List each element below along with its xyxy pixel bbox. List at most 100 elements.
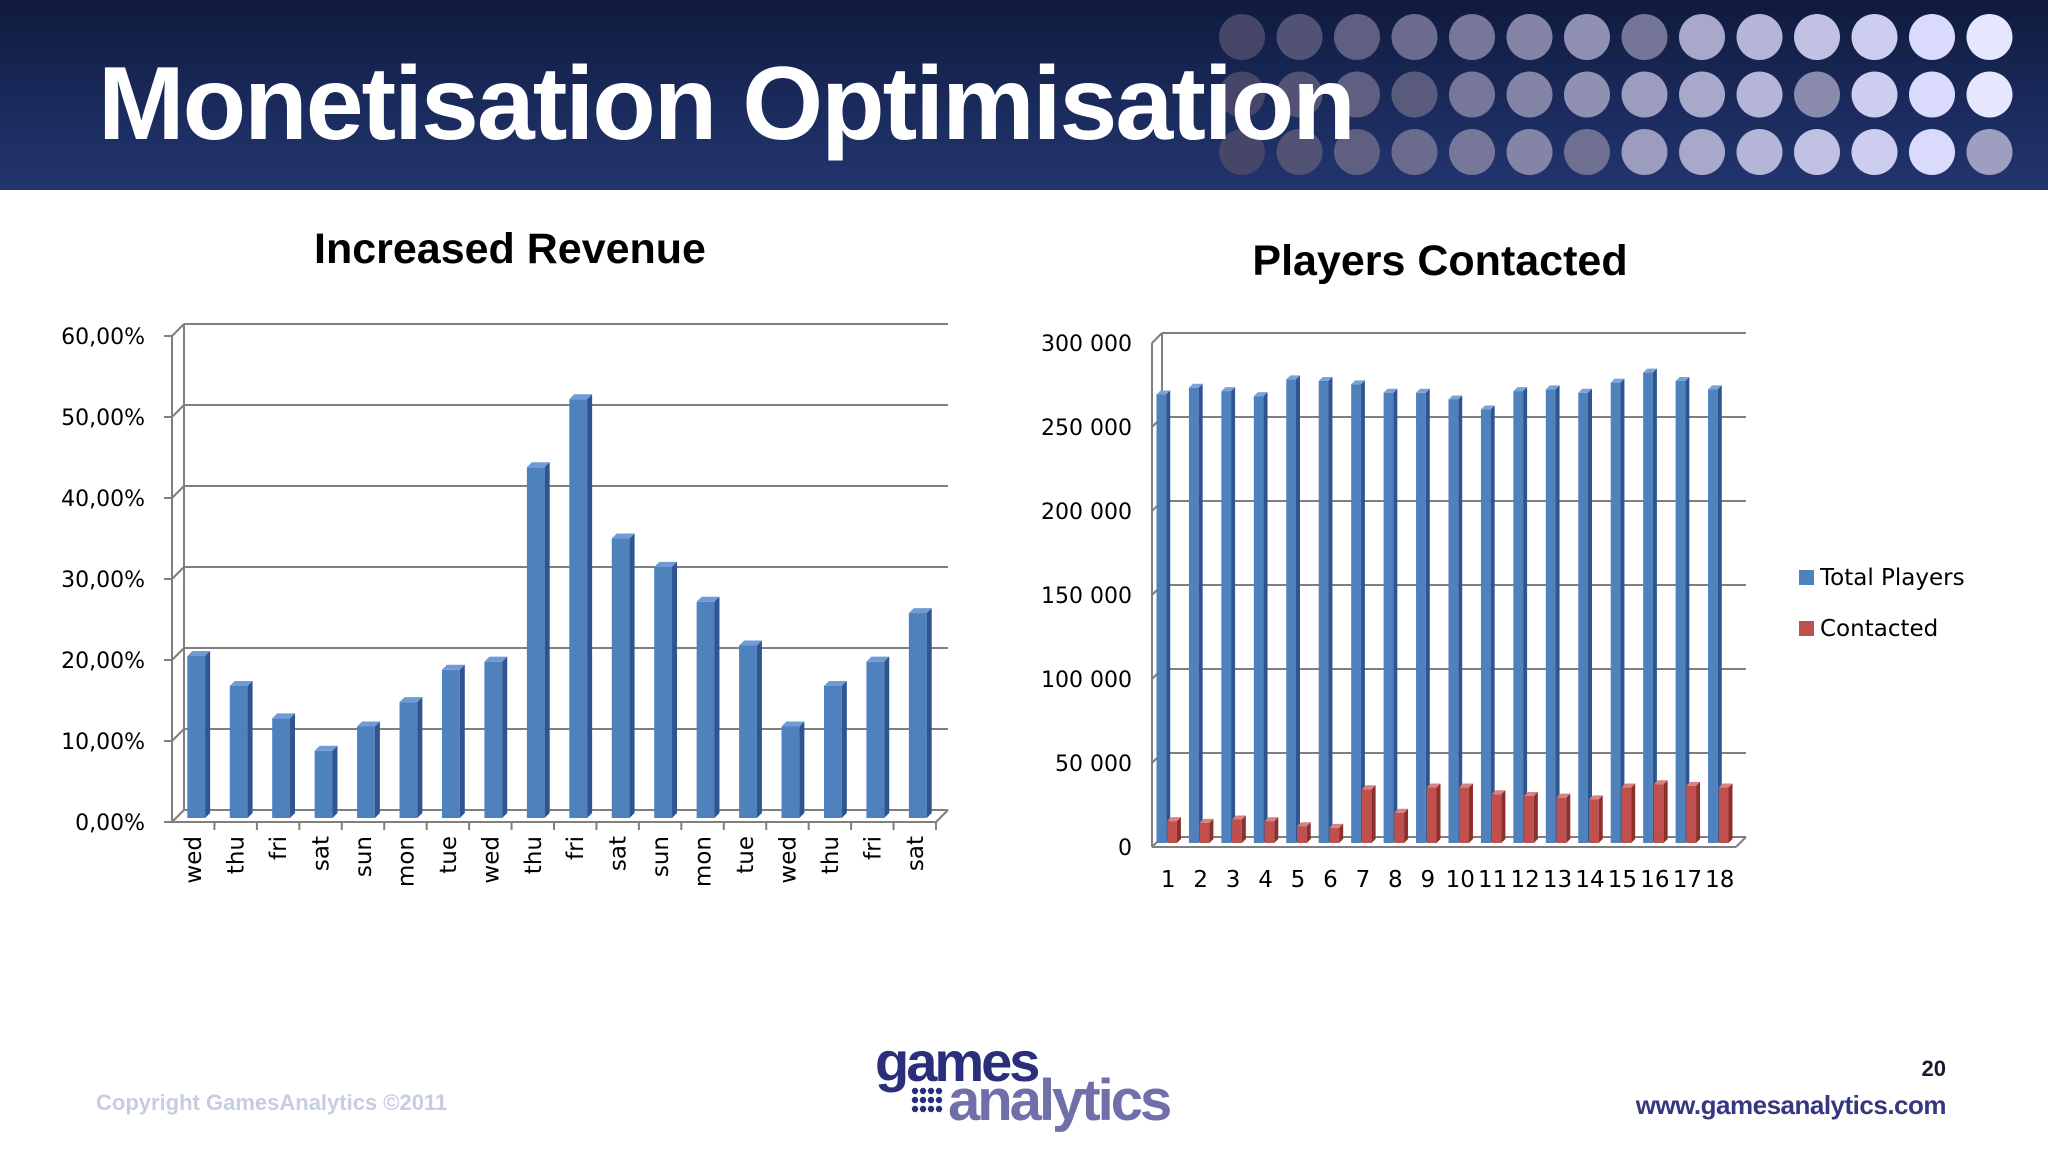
logo-dot [927, 1087, 935, 1095]
x-tick-label: 13 [1543, 867, 1572, 893]
bar-contacted [1524, 791, 1538, 843]
header-dot [1449, 71, 1495, 118]
bar-contacted [1653, 780, 1668, 843]
header-dot [1851, 129, 1898, 175]
bar [739, 640, 762, 818]
x-tick-label: wed [775, 836, 801, 884]
floor-edge [1735, 836, 1747, 848]
y-tick-label: 250 000 [1041, 416, 1132, 441]
x-tick-label: sat [606, 836, 632, 871]
header-dot [1851, 14, 1898, 60]
x-tick-label: wed [478, 836, 504, 884]
legend-label: Contacted [1820, 616, 1938, 642]
x-tick-label: 15 [1608, 867, 1637, 893]
bar [526, 462, 550, 818]
header-dot [1621, 129, 1668, 175]
bar-total-players [1545, 385, 1560, 843]
logo-dot [911, 1105, 919, 1113]
x-axis-ticks: wed thu fri sat sun mon tue wed thu fri sat sun mon t… [181, 836, 929, 887]
bar-total-players [1351, 380, 1365, 843]
bar-contacted [1459, 783, 1473, 843]
x-tick-label: 12 [1510, 867, 1539, 893]
header-dot [1391, 14, 1438, 60]
bar-contacted [1556, 793, 1571, 843]
header-dot [1909, 14, 1955, 60]
x-tick-label: 2 [1193, 867, 1208, 893]
logo-dot [911, 1096, 919, 1104]
bar-total-players [1416, 388, 1430, 843]
chart-title: Players Contacted [1252, 237, 1627, 285]
bar-contacted [1361, 785, 1376, 843]
logo-dot [911, 1087, 919, 1095]
website-link[interactable]: www.gamesanalytics.com [1635, 1090, 1947, 1120]
y-tick-label: 100 000 [1041, 668, 1132, 693]
header-dot [1736, 14, 1783, 60]
logo-dot [935, 1105, 943, 1113]
bar-contacted [1264, 817, 1279, 843]
x-tick-label: sun [648, 836, 674, 877]
y-axis-ticks: 0 50 000 100 000 150 000 200 000 250 000 300 0… [1041, 332, 1132, 861]
x-tick-label: wed [181, 836, 207, 884]
legend-swatch [1799, 570, 1814, 585]
bar [908, 608, 932, 818]
bar [399, 697, 423, 818]
x-tick-label: 14 [1575, 867, 1604, 893]
header-dot [1564, 71, 1610, 118]
bar-contacted [1329, 823, 1344, 843]
header-dot [1794, 71, 1840, 118]
gridline-depth [1151, 332, 1163, 344]
y-tick-label: 10,00% [61, 730, 145, 755]
header-dot [1966, 71, 2013, 118]
x-tick-label: fri [563, 836, 589, 860]
bar [654, 561, 678, 818]
logo-dot [919, 1087, 927, 1095]
header-dot [1736, 71, 1783, 118]
logo-text-games: games [875, 1030, 1040, 1093]
bar-contacted [1199, 818, 1214, 843]
x-tick-label: sat [309, 836, 335, 871]
header-dot [1276, 71, 1323, 118]
chart-bars [1156, 368, 1733, 843]
bar-contacted [1589, 795, 1603, 843]
x-tick-label: thu [818, 836, 844, 874]
x-tick-label: 4 [1258, 867, 1273, 893]
bar-total-players [1643, 368, 1657, 843]
decorative-dots [1219, 14, 2013, 175]
logo-dot [935, 1087, 943, 1095]
gridline-depth [171, 728, 185, 742]
gridline-depth [171, 485, 185, 499]
x-tick-label: 18 [1705, 867, 1734, 893]
bar-total-players [1383, 388, 1398, 843]
chart-gridlines [171, 323, 948, 823]
header-dot [1506, 71, 1553, 118]
x-tick-label: 5 [1291, 867, 1306, 893]
header-dot [1794, 129, 1840, 175]
chart-title: Increased Revenue [314, 225, 706, 273]
logo-dot [919, 1105, 927, 1113]
bar-contacted [1621, 783, 1636, 843]
bar [823, 680, 847, 818]
y-tick-label: 150 000 [1041, 584, 1132, 609]
y-axis-ticks: 0,00% 10,00% 20,00% 30,00% 40,00% 50,00% 60,00… [61, 325, 145, 836]
header-dot [1391, 71, 1438, 118]
x-tick-label: mon [393, 836, 419, 887]
x-tick-label: fri [860, 836, 886, 860]
logo-dot [927, 1105, 935, 1113]
header-dot [1679, 71, 1725, 118]
header-dot [1909, 71, 1955, 118]
slide-title: Monetisation Optimisation [98, 46, 1356, 162]
header-dot [1506, 129, 1553, 175]
bar-total-players [1708, 385, 1722, 843]
bar [272, 713, 296, 818]
gridline-depth [171, 647, 185, 661]
logo-dots-icon [911, 1087, 943, 1113]
bar-total-players [1513, 387, 1528, 843]
y-tick-label: 30,00% [61, 568, 145, 593]
bar-contacted [1232, 815, 1246, 843]
header-dot [1391, 129, 1438, 175]
logo-dot [935, 1096, 943, 1104]
x-tick-label: sat [903, 836, 929, 871]
header-dot [1909, 129, 1955, 175]
bar-total-players [1578, 388, 1592, 843]
x-tick-label: 9 [1420, 867, 1435, 893]
